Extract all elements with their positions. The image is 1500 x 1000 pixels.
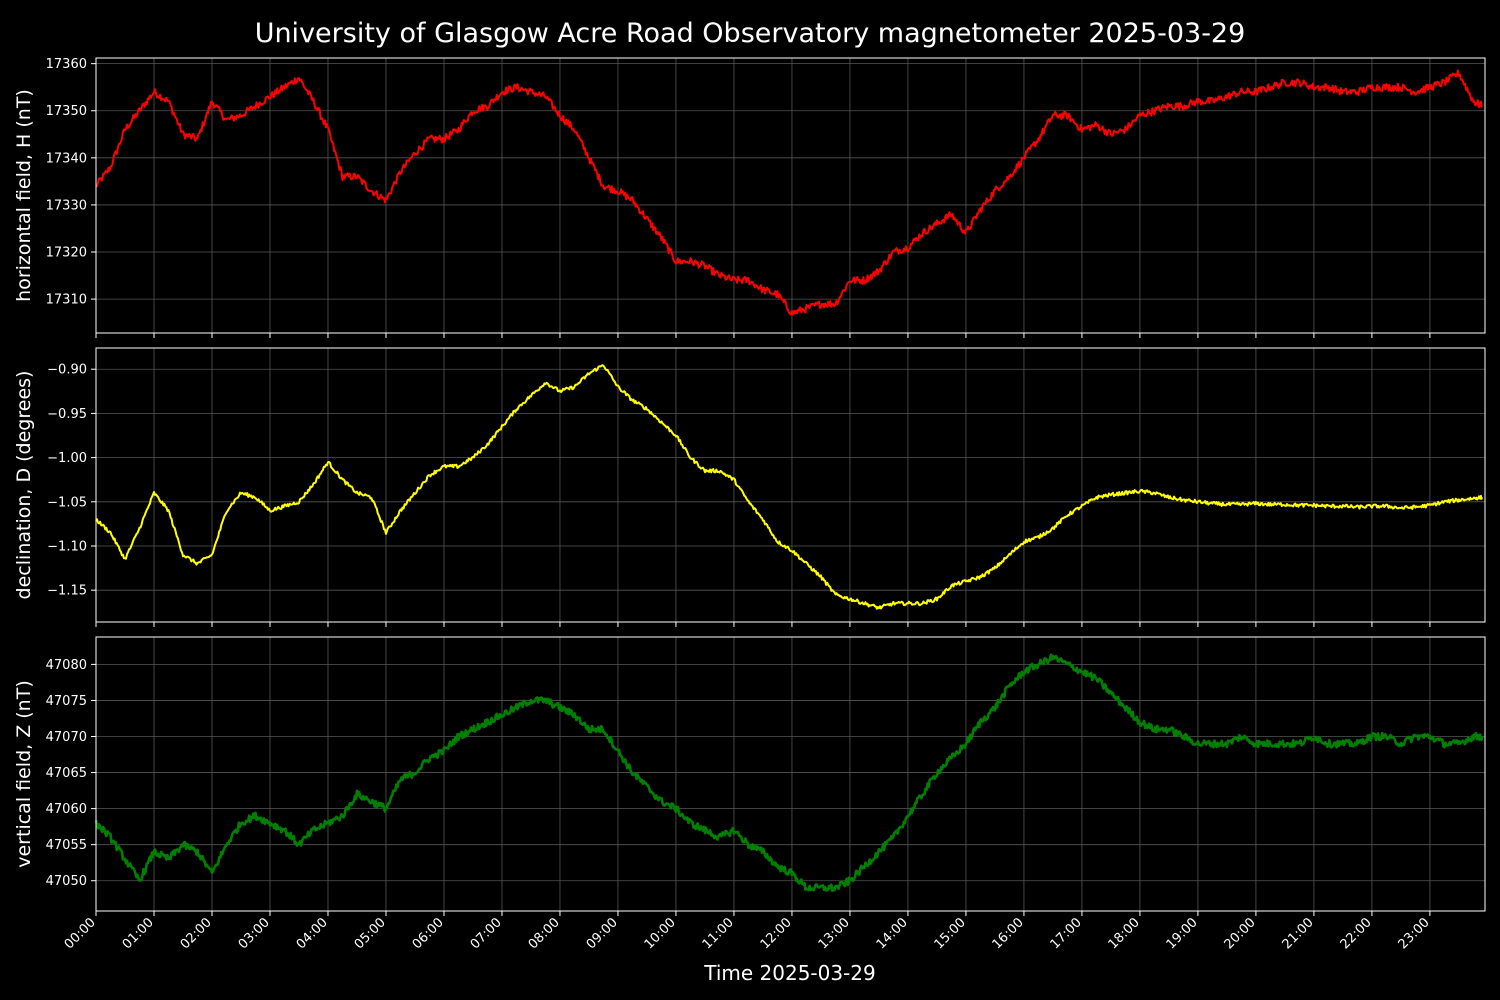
chart-title: University of Glasgow Acre Road Observat…: [255, 18, 1246, 49]
x-tick-label: 05:00: [352, 915, 389, 952]
plot-area: [96, 58, 1485, 333]
y-tick-label: 47060: [46, 802, 87, 817]
y-tick-label: 47080: [46, 658, 87, 673]
plot-frame: [95, 636, 1486, 912]
x-tick-label: 08:00: [526, 915, 563, 952]
y-tick-label: 47055: [46, 838, 87, 853]
x-tick-label: 01:00: [120, 915, 157, 952]
y-tick-label: 17330: [46, 198, 87, 213]
y-tick-label: −1.15: [47, 584, 87, 599]
x-tick-label: 13:00: [816, 915, 853, 952]
x-tick-label: 15:00: [932, 915, 969, 952]
plot-frame: [95, 347, 1486, 623]
panel-3: 00:00 01:00 02:00 03:00 04:00 05:00 06:00 07:00…: [13, 636, 1486, 952]
y-tick-label: −1.10: [47, 539, 87, 554]
x-tick-label: 18:00: [1106, 915, 1143, 952]
x-tick-label: 10:00: [642, 915, 679, 952]
y-tick-label: 17310: [46, 293, 87, 308]
y-tick-label: 17360: [46, 57, 87, 72]
y-axis-label: horizontal field, H (nT): [13, 89, 35, 302]
y-tick-label: 17340: [46, 151, 87, 166]
y-tick-label: 47050: [46, 874, 87, 889]
series-line: [94, 653, 1484, 892]
x-tick-label: 06:00: [410, 915, 447, 952]
y-tick-label: −1.05: [47, 495, 87, 510]
x-tick-label: 17:00: [1048, 915, 1085, 952]
x-tick-label: 04:00: [294, 915, 331, 952]
panels-group: 17310 17320 17330 17340 17350 17360 horizontal…: [13, 57, 1486, 952]
panel-2: −0.90 −0.95 −1.00 −1.05 −1.10 −1.15 declinatio…: [13, 347, 1486, 627]
series-line: [95, 364, 1484, 610]
y-tick-label: −1.00: [47, 451, 87, 466]
x-tick-label: 14:00: [874, 915, 911, 952]
x-tick-label: 11:00: [700, 915, 737, 952]
plot-frame: [95, 57, 1486, 334]
panel-1: 17310 17320 17330 17340 17350 17360 horizontal…: [13, 57, 1486, 338]
y-tick-label: 17350: [46, 104, 87, 119]
y-axis-label: declination, D (degrees): [13, 371, 35, 600]
series-line: [95, 69, 1483, 316]
x-tick-label: 22:00: [1338, 915, 1375, 952]
x-tick-label: 12:00: [758, 915, 795, 952]
x-tick-label: 02:00: [178, 915, 215, 952]
plot-area: [96, 637, 1485, 911]
x-tick-label: 00:00: [62, 915, 99, 952]
x-tick-label: 16:00: [990, 915, 1027, 952]
x-tick-label: 20:00: [1222, 915, 1259, 952]
x-axis-label: Time 2025-03-29: [703, 961, 876, 985]
x-tick-label: 07:00: [468, 915, 505, 952]
y-tick-label: −0.90: [47, 363, 87, 378]
x-tick-label: 21:00: [1280, 915, 1317, 952]
y-tick-label: 47075: [46, 694, 87, 709]
x-tick-label: 19:00: [1164, 915, 1201, 952]
y-tick-label: 47065: [46, 766, 87, 781]
x-tick-label: 23:00: [1396, 915, 1433, 952]
y-axis-label: vertical field, Z (nT): [13, 680, 35, 868]
y-tick-label: 47070: [46, 730, 87, 745]
y-tick-label: 17320: [46, 246, 87, 261]
x-tick-label: 03:00: [236, 915, 273, 952]
plot-area: [96, 348, 1485, 622]
x-tick-label: 09:00: [584, 915, 621, 952]
y-tick-label: −0.95: [47, 407, 87, 422]
